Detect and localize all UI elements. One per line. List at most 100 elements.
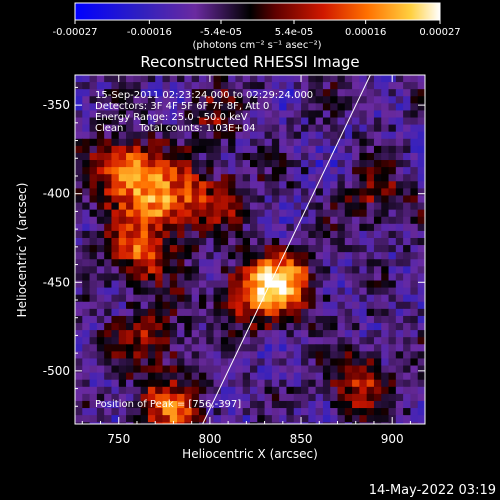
heatmap-cell (191, 379, 200, 388)
heatmap-cell (235, 237, 244, 246)
heatmap-cell (250, 117, 258, 126)
heatmap-cell (395, 103, 404, 112)
heatmap-cell (250, 365, 258, 374)
heatmap-cell (242, 358, 251, 367)
heatmap-cell (271, 174, 280, 182)
heatmap-cell (75, 117, 83, 126)
heatmap-cell (322, 245, 331, 253)
heatmap-cell (162, 89, 171, 97)
heatmap-cell (279, 266, 288, 275)
heatmap-cell (315, 209, 324, 218)
heatmap-cell (293, 259, 302, 267)
heatmap-cell (75, 344, 83, 352)
heatmap-cell (250, 386, 258, 395)
heatmap-cell (359, 273, 368, 282)
heatmap-cell (242, 223, 251, 232)
heatmap-cell (410, 252, 419, 260)
heatmap-cell (359, 82, 368, 90)
heatmap-cell (118, 308, 127, 317)
heatmap-cell (330, 160, 339, 168)
heatmap-cell (352, 160, 360, 168)
heatmap-cell (191, 230, 200, 239)
heatmap-cell (162, 110, 171, 119)
heatmap-cell (118, 152, 127, 161)
heatmap-cell (403, 259, 412, 267)
heatmap-cell (147, 237, 156, 246)
heatmap-cell (352, 117, 360, 126)
heatmap-cell (169, 152, 178, 161)
heatmap-cell (352, 252, 360, 260)
heatmap-cell (155, 75, 164, 83)
heatmap-cell (330, 294, 339, 303)
heatmap-cell (96, 145, 105, 154)
heatmap-cell (322, 96, 331, 104)
heatmap-cell (220, 230, 229, 239)
heatmap-cell (322, 323, 331, 331)
heatmap-cell (133, 96, 142, 104)
heatmap-cell (133, 223, 142, 232)
heatmap-cell (344, 337, 353, 345)
heatmap-cell (322, 358, 331, 367)
heatmap-cell (373, 160, 382, 168)
heatmap-cell (403, 103, 412, 112)
heatmap-cell (155, 138, 164, 147)
heatmap-cell (169, 372, 178, 381)
heatmap-cell (133, 245, 142, 253)
heatmap-cell (286, 216, 295, 225)
heatmap-cell (169, 216, 178, 225)
heatmap-cell (417, 202, 425, 211)
heatmap-cell (75, 110, 83, 119)
heatmap-cell (133, 202, 142, 211)
heatmap-cell (344, 294, 353, 303)
heatmap-cell (169, 330, 178, 338)
heatmap-cell (220, 379, 229, 388)
heatmap-cell (75, 145, 83, 154)
heatmap-cell (198, 117, 207, 126)
heatmap-cell (286, 117, 295, 126)
heatmap-cell (147, 103, 156, 112)
heatmap-cell (293, 75, 302, 83)
heatmap-cell (359, 237, 368, 246)
heatmap-cell (177, 138, 185, 147)
heatmap-cell (206, 188, 215, 197)
heatmap-cell (322, 230, 331, 239)
heatmap-cell (118, 337, 127, 345)
heatmap-cell (301, 280, 309, 289)
heatmap-cell (410, 124, 419, 133)
heatmap-cell (177, 131, 185, 140)
heatmap-cell (381, 131, 390, 140)
heatmap-cell (264, 379, 273, 388)
heatmap-cell (250, 223, 258, 232)
heatmap-cell (220, 308, 229, 317)
heatmap-cell (417, 372, 425, 381)
heatmap-cell (82, 301, 91, 310)
heatmap-cell (279, 188, 288, 197)
heatmap-cell (308, 358, 317, 367)
heatmap-cell (271, 301, 280, 310)
heatmap-cell (177, 280, 185, 289)
heatmap-cell (330, 223, 339, 232)
heatmap-cell (395, 273, 404, 282)
heatmap-cell (111, 245, 120, 253)
heatmap-cell (111, 145, 120, 154)
heatmap-cell (373, 351, 382, 360)
heatmap-cell (118, 273, 127, 282)
heatmap-cell (198, 386, 207, 395)
heatmap-cell (403, 266, 412, 275)
heatmap-cell (417, 230, 425, 239)
heatmap-cell (220, 223, 229, 232)
heatmap-cell (330, 209, 339, 218)
heatmap-cell (264, 82, 273, 90)
heatmap-cell (198, 393, 207, 402)
heatmap-cell (257, 259, 266, 267)
heatmap-cell (162, 408, 171, 416)
heatmap-cell (301, 131, 309, 140)
heatmap-cell (417, 188, 425, 197)
heatmap-cell (381, 393, 390, 402)
heatmap-cell (89, 131, 98, 140)
heatmap-cell (118, 386, 127, 395)
heatmap-cell (337, 202, 346, 211)
heatmap-cell (337, 330, 346, 338)
heatmap-cell (301, 152, 309, 161)
heatmap-cell (417, 415, 425, 423)
